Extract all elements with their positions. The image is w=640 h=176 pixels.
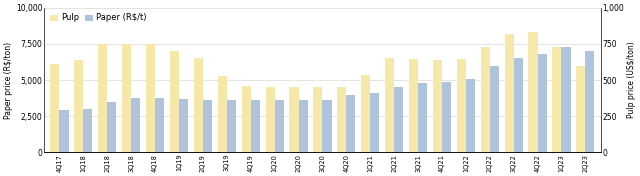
Bar [266, 87, 275, 152]
Bar [481, 47, 490, 152]
Bar [203, 100, 212, 152]
Bar [289, 87, 298, 152]
Bar [346, 95, 355, 152]
Bar [490, 66, 499, 152]
Bar [504, 34, 514, 152]
Bar [179, 99, 188, 152]
Legend: Pulp, Paper (R$/t): Pulp, Paper (R$/t) [48, 12, 148, 24]
Bar [194, 58, 203, 152]
Bar [409, 59, 418, 152]
Bar [298, 100, 308, 152]
Bar [131, 98, 140, 152]
Bar [218, 76, 227, 152]
Bar [108, 102, 116, 152]
Bar [60, 111, 68, 152]
Bar [146, 44, 155, 152]
Bar [529, 32, 538, 152]
Bar [242, 86, 251, 152]
Bar [74, 60, 83, 152]
Bar [538, 54, 547, 152]
Bar [323, 100, 332, 152]
Bar [275, 100, 284, 152]
Bar [361, 75, 371, 152]
Y-axis label: Paper price (R$/ton): Paper price (R$/ton) [4, 42, 13, 119]
Bar [552, 47, 561, 152]
Bar [576, 66, 586, 152]
Bar [385, 58, 394, 152]
Bar [586, 51, 595, 152]
Bar [418, 83, 427, 152]
Bar [337, 87, 346, 152]
Bar [314, 87, 323, 152]
Bar [51, 64, 60, 152]
Bar [457, 59, 466, 152]
Bar [98, 44, 108, 152]
Bar [251, 100, 260, 152]
Bar [83, 109, 93, 152]
Bar [466, 79, 475, 152]
Bar [394, 87, 403, 152]
Bar [170, 51, 179, 152]
Bar [561, 47, 570, 152]
Bar [122, 44, 131, 152]
Bar [227, 100, 236, 152]
Bar [155, 98, 164, 152]
Bar [514, 58, 523, 152]
Bar [442, 81, 451, 152]
Bar [433, 60, 442, 152]
Y-axis label: Pulp price (US$/ton): Pulp price (US$/ton) [627, 42, 636, 118]
Bar [371, 93, 380, 152]
